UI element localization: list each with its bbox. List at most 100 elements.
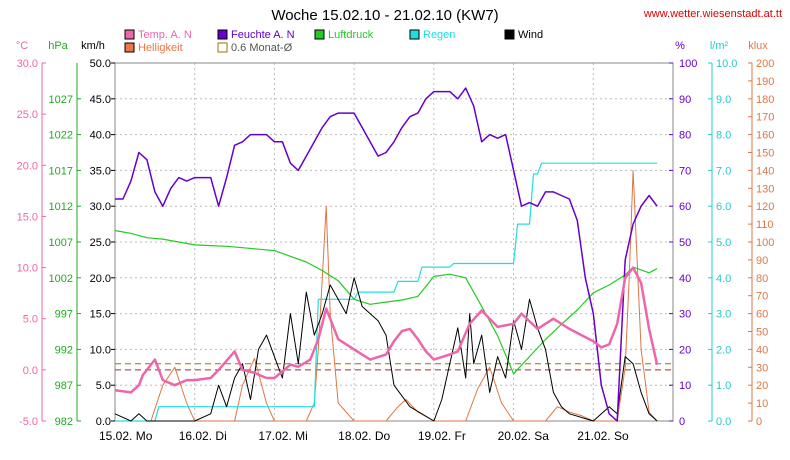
wind-tick-label: 15.0 <box>90 309 111 321</box>
rain-tick-label: 8.0 <box>716 130 731 142</box>
rain-axis: 0.0 1.0 2.0 3.0 4.0 5.0 6.0 7.0 8.0 9.0 10.0 <box>708 58 737 428</box>
bright-tick-label: 110 <box>756 219 774 231</box>
temp-tick-label: 15.0 <box>17 211 38 223</box>
bright-tick-label: 100 <box>756 237 774 249</box>
bright-tick-label: 180 <box>756 94 774 106</box>
temp-tick-label: -5.0 <box>19 416 38 428</box>
reference-lines <box>115 363 673 371</box>
rain-tick-label: 3.0 <box>716 309 731 321</box>
temp-tick-label: 20.0 <box>17 160 38 172</box>
hum-tick-label: 100 <box>679 58 697 70</box>
press-tick-label: 997 <box>55 309 73 321</box>
rain-tick-label: 6.0 <box>716 201 731 213</box>
hum-tick-label: 0 <box>679 416 685 428</box>
press-axis-unit: hPa <box>48 40 68 52</box>
wind-tick-label: 25.0 <box>90 237 111 249</box>
wind-axis: 0.0 5.0 10.0 15.0 20.0 25.0 30.0 35.0 40.0 45.0 50… <box>90 58 115 428</box>
hum-tick-label: 50 <box>679 237 691 249</box>
plot-frame <box>114 62 674 422</box>
x-axis-labels: 15.02. Mo 16.02. Di 17.02. Mi 18.02. Do 19.0… <box>99 429 629 443</box>
press-tick-label: 1027 <box>49 94 73 106</box>
legend-swatch <box>314 29 325 40</box>
axes: -5.0 0.0 5.0 10.0 15.0 20.0 25.0 30.0 982 987 992 9… <box>17 58 775 428</box>
legend: Temp. A. N Feuchte A. N Luftdruck Regen Wind… <box>124 29 543 54</box>
humidity-axis-unit: % <box>675 40 685 52</box>
rain-tick-label: 2.0 <box>716 344 731 356</box>
wind-tick-label: 35.0 <box>90 165 111 177</box>
legend-label: Wind <box>518 29 543 41</box>
hum-tick-label: 80 <box>679 130 691 142</box>
wind-tick-label: 20.0 <box>90 273 111 285</box>
wind-tick-label: 5.0 <box>96 380 111 392</box>
legend-swatch <box>504 29 515 40</box>
series-line-feuchte-a-n <box>115 87 658 422</box>
x-tick-label: 16.02. Di <box>179 429 227 443</box>
series-line-temp-a-n <box>114 266 659 394</box>
press-tick-label: 992 <box>55 344 73 356</box>
bright-tick-label: 20 <box>756 380 768 392</box>
press-tick-label: 1017 <box>49 165 73 177</box>
wind-tick-label: 50.0 <box>90 58 111 70</box>
bright-tick-label: 190 <box>756 76 774 88</box>
wind-tick-label: 30.0 <box>90 201 111 213</box>
hum-tick-label: 40 <box>679 273 691 285</box>
bright-tick-label: 0 <box>756 416 762 428</box>
bright-tick-label: 170 <box>756 112 774 124</box>
hum-tick-label: 10 <box>679 380 691 392</box>
series-line-helligkeit <box>115 169 658 422</box>
rain-axis-unit: l/m² <box>710 40 729 52</box>
x-tick-label: 19.02. Fr <box>418 429 466 443</box>
rain-tick-label: 1.0 <box>716 380 731 392</box>
x-tick-label: 20.02. Sa <box>498 429 550 443</box>
press-tick-label: 1012 <box>49 201 73 213</box>
wind-tick-label: 0.0 <box>96 416 111 428</box>
bright-tick-label: 80 <box>756 273 768 285</box>
rain-tick-label: 5.0 <box>716 237 731 249</box>
legend-swatch <box>409 29 420 40</box>
temp-tick-label: 5.0 <box>23 314 38 326</box>
hum-tick-label: 60 <box>679 201 691 213</box>
series-line-wind <box>114 277 658 422</box>
chart-title: Woche 15.02.10 - 21.02.10 (KW7) <box>271 7 498 24</box>
rain-tick-label: 0.0 <box>716 416 731 428</box>
series-line-regen <box>115 162 658 422</box>
bright-axis: 0 10 20 30 40 50 60 70 80 90 100 110 120 130 140 150 160… <box>748 58 774 428</box>
press-tick-label: 982 <box>55 416 73 428</box>
x-tick-label: 17.02. Mi <box>258 429 307 443</box>
bright-tick-label: 200 <box>756 58 774 70</box>
temp-tick-label: 30.0 <box>17 58 38 70</box>
press-tick-label: 987 <box>55 380 73 392</box>
bright-tick-label: 50 <box>756 327 768 339</box>
x-tick-label: 18.02. Do <box>338 429 390 443</box>
legend-label: Feuchte A. N <box>231 29 295 41</box>
bright-tick-label: 90 <box>756 255 768 267</box>
press-axis: 982 987 992 997 1002 1007 1012 1017 1022 1027 <box>49 63 81 428</box>
temp-axis: -5.0 0.0 5.0 10.0 15.0 20.0 25.0 30.0 <box>17 58 46 428</box>
wind-axis-unit: km/h <box>81 40 105 52</box>
brightness-axis-unit: klux <box>748 40 768 52</box>
wind-tick-label: 10.0 <box>90 344 111 356</box>
rain-tick-label: 10.0 <box>716 58 737 70</box>
press-tick-label: 1022 <box>49 130 73 142</box>
series-layer <box>114 87 659 422</box>
rain-tick-label: 9.0 <box>716 94 731 106</box>
legend-label: Temp. A. N <box>138 29 192 41</box>
press-tick-label: 1002 <box>49 273 73 285</box>
legend-label: Helligkeit <box>138 42 183 54</box>
temp-tick-label: 0.0 <box>23 365 38 377</box>
rain-tick-label: 7.0 <box>716 165 731 177</box>
hum-tick-label: 70 <box>679 165 691 177</box>
x-tick-label: 15.02. Mo <box>99 429 153 443</box>
bright-tick-label: 150 <box>756 148 774 160</box>
hum-tick-label: 90 <box>679 94 691 106</box>
legend-label: Regen <box>423 29 455 41</box>
bright-tick-label: 10 <box>756 398 768 410</box>
bright-tick-label: 60 <box>756 309 768 321</box>
bright-tick-label: 130 <box>756 183 774 195</box>
temp-tick-label: 25.0 <box>17 109 38 121</box>
temp-tick-label: 10.0 <box>17 263 38 275</box>
rain-tick-label: 4.0 <box>716 273 731 285</box>
legend-swatch <box>217 42 228 53</box>
hum-tick-label: 20 <box>679 344 691 356</box>
